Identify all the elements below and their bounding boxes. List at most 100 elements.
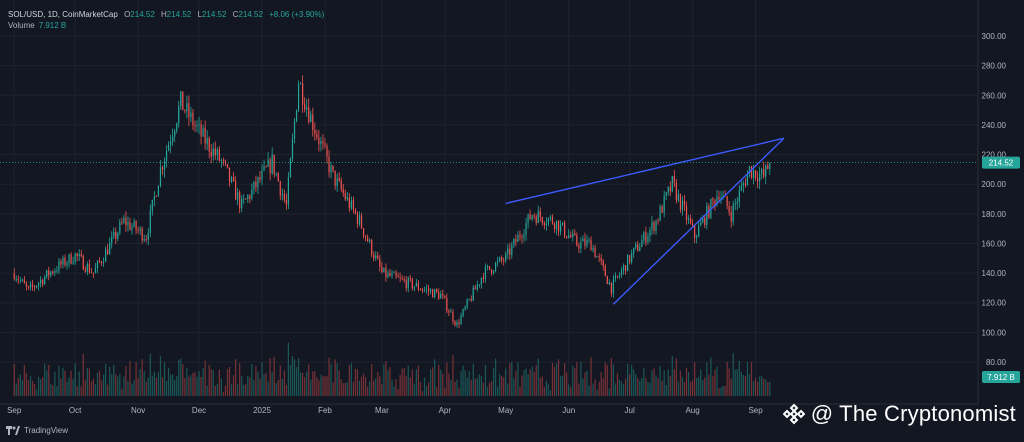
candle-body — [60, 261, 62, 265]
volume-bar — [472, 363, 474, 396]
y-tick-label: 100.00 — [982, 328, 1007, 337]
volume-bar — [76, 386, 78, 396]
volume-bar — [501, 375, 503, 396]
volume-bar — [180, 358, 182, 396]
candle-body — [222, 160, 225, 162]
volume-bar — [574, 368, 576, 396]
candle-body — [25, 283, 28, 287]
candle-body — [293, 121, 296, 139]
volume-bar — [167, 367, 170, 396]
volume-bar — [194, 371, 196, 396]
volume-bar — [580, 361, 582, 396]
candle-body — [519, 234, 521, 238]
volume-bar — [598, 381, 600, 396]
candle-body — [486, 266, 489, 267]
volume-bar — [86, 368, 88, 396]
candle-body — [750, 166, 753, 178]
volume-bar — [586, 370, 588, 396]
volume-bar — [769, 381, 771, 396]
volume-bar — [344, 382, 346, 396]
low-value: 214.52 — [201, 10, 227, 19]
candle-body — [756, 177, 759, 182]
volume-bar — [434, 359, 436, 396]
volume-bar — [161, 377, 164, 396]
volume-bar — [29, 376, 32, 396]
candle-body — [245, 198, 247, 200]
candle-body — [523, 234, 525, 238]
volume-bar — [744, 375, 747, 396]
candle-body — [677, 194, 679, 201]
candle-body — [659, 206, 661, 221]
candle-body — [515, 238, 517, 242]
volume-bar — [249, 377, 251, 396]
candle-body — [295, 110, 298, 122]
volume-bar — [281, 378, 283, 396]
volume-bar — [497, 386, 499, 396]
volume-bar — [423, 377, 426, 396]
candle-body — [127, 221, 129, 226]
candle-body — [669, 186, 671, 192]
candle-body — [19, 280, 21, 281]
candle-body — [151, 199, 153, 211]
volume-bar — [468, 371, 470, 396]
volume-bar — [643, 367, 645, 396]
volume-bar — [285, 384, 287, 396]
volume-bar — [452, 354, 454, 396]
volume-bar — [748, 374, 751, 396]
volume-bar — [687, 371, 690, 396]
volume-value: 7.912 B — [38, 21, 67, 30]
candle-body — [96, 261, 99, 268]
volume-bar — [519, 386, 521, 396]
candle-body — [141, 228, 143, 241]
candle-body — [50, 271, 52, 276]
volume-bar — [582, 378, 584, 396]
tradingview-logo[interactable]: TradingView — [6, 426, 68, 435]
trendline[interactable] — [505, 137, 785, 205]
candle-body — [541, 217, 543, 223]
candle-body — [503, 260, 505, 262]
volume-bar — [299, 372, 302, 396]
candle-body — [367, 237, 369, 242]
volume-bar — [383, 364, 385, 396]
volume-bar — [314, 371, 316, 396]
volume-bar — [622, 384, 625, 396]
candle-body — [472, 287, 474, 301]
candle-body — [474, 287, 476, 290]
volume-bar — [62, 367, 64, 396]
candle-body — [105, 249, 107, 262]
candle-body — [397, 275, 399, 278]
volume-bar — [714, 369, 716, 396]
volume-bar — [318, 380, 320, 396]
volume-bar — [728, 368, 730, 396]
candle-body — [545, 223, 547, 226]
x-tick-label: Nov — [131, 406, 145, 415]
volume-bar — [332, 382, 334, 396]
volume-bar — [659, 366, 661, 396]
candle-body — [685, 205, 688, 220]
volume-bar — [657, 378, 659, 396]
volume-bar — [663, 370, 665, 396]
candle-body — [429, 289, 432, 292]
candle-body — [454, 321, 456, 326]
volume-bar — [237, 383, 239, 396]
volume-bar — [334, 359, 336, 396]
volume-bar — [324, 376, 326, 396]
volume-bar — [635, 374, 637, 396]
candle-body — [728, 206, 730, 213]
y-tick-label: 200.00 — [982, 180, 1007, 189]
volume-bar — [698, 376, 700, 396]
candle-body — [409, 277, 411, 280]
volume-bar — [551, 362, 554, 396]
candle-body — [178, 106, 180, 124]
candle-body — [202, 127, 204, 137]
candle-body — [706, 206, 708, 226]
candle-body — [665, 192, 667, 196]
candle-body — [52, 271, 54, 273]
trendline[interactable] — [612, 137, 785, 305]
volume-bar — [226, 369, 229, 396]
x-tick-label: Dec — [192, 406, 206, 415]
volume-bar — [480, 375, 482, 396]
volume-bar — [427, 382, 430, 396]
candle-body — [84, 269, 86, 272]
